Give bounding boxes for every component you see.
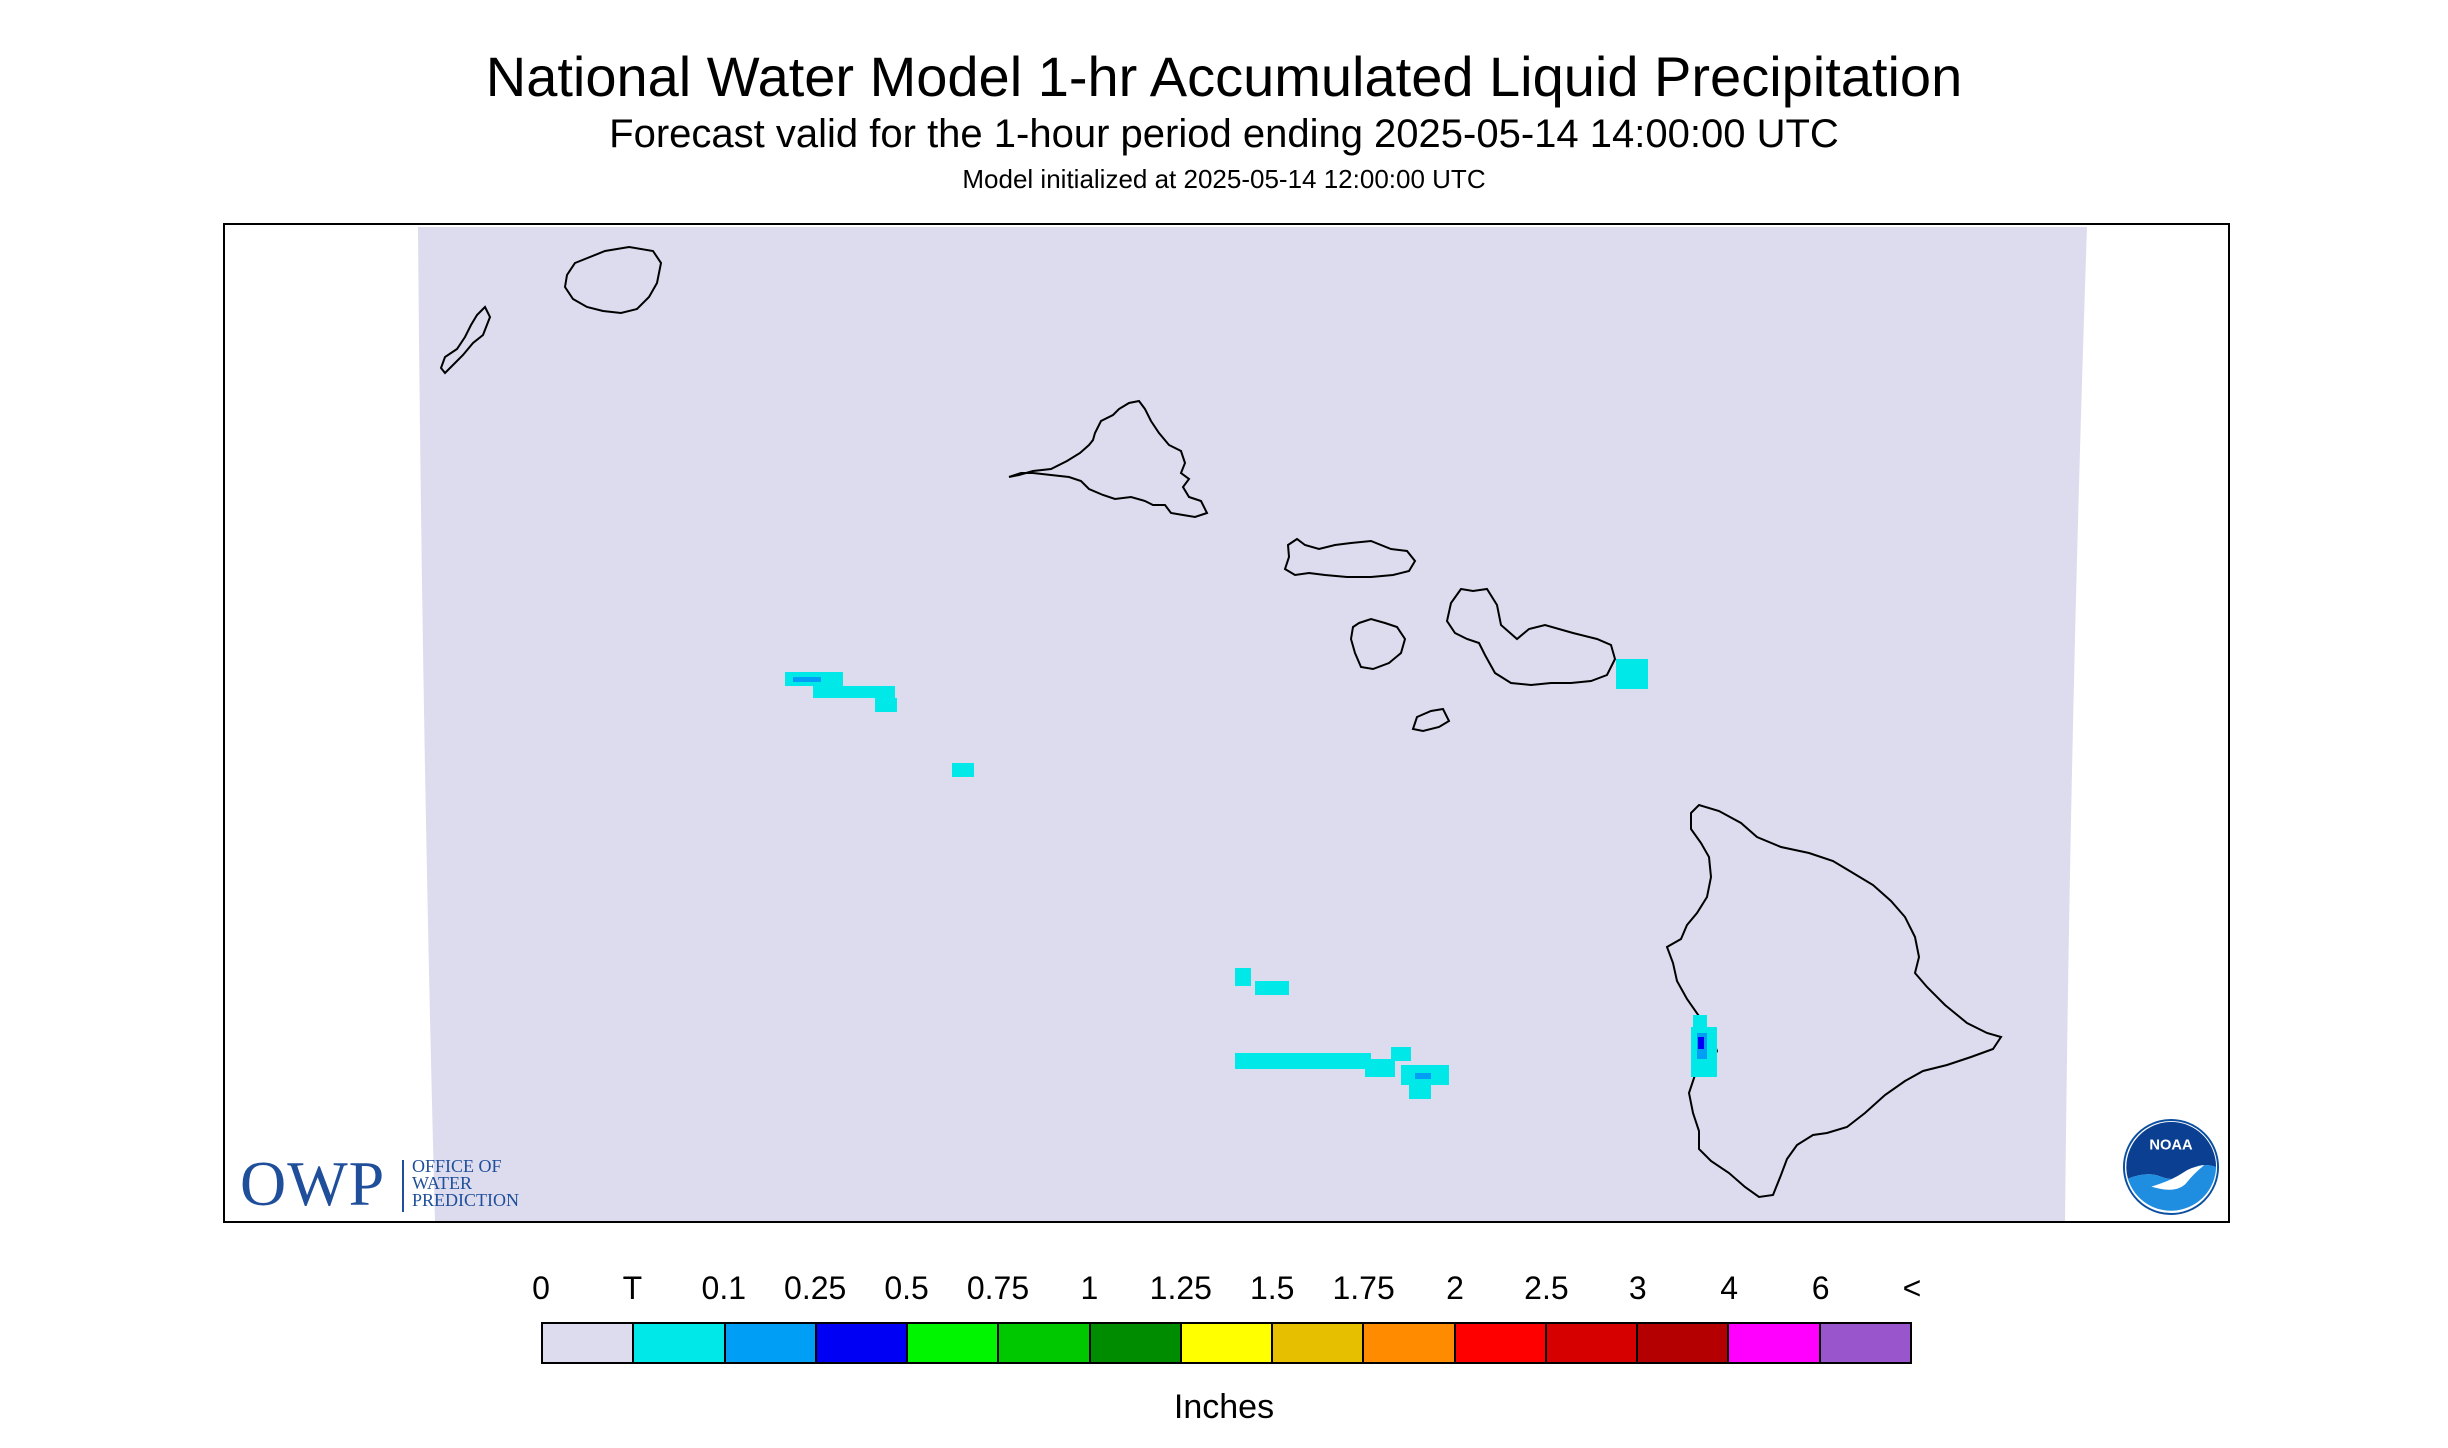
legend-swatch [725,1324,817,1362]
legend-swatch [908,1324,1000,1362]
legend-swatch [1364,1324,1456,1362]
legend-tick-label: 0.1 [701,1270,747,1306]
map-subtitle: Forecast valid for the 1-hour period end… [609,112,1839,156]
legend-tick-label: T [622,1270,643,1306]
legend-tick-label: 1 [1080,1270,1099,1306]
legend-swatch [1638,1324,1730,1362]
legend-color-bar [541,1322,1912,1364]
island-lanai [1349,617,1407,671]
legend-tick-label: 0 [532,1270,550,1306]
legend-swatch [816,1324,909,1362]
legend-swatch [1546,1324,1639,1362]
data-domain [418,227,2087,1221]
legend-tick-label: 1.75 [1332,1270,1395,1306]
legend-tick-label: < [1902,1270,1922,1306]
legend-swatch [999,1324,1091,1362]
legend-tick-label: 4 [1720,1270,1739,1306]
legend-swatch [1455,1324,1547,1362]
legend-tick-label: 1.5 [1249,1270,1295,1306]
precip-moderate-areas [1698,1037,1704,1049]
island-maui [1445,587,1617,687]
owp-logo-letters: OWP [240,1148,386,1219]
owp-logo-divider [402,1160,404,1212]
legend-tick-label: 0.5 [884,1270,929,1306]
island-kauai [563,245,663,315]
legend-tick-label: 1.25 [1149,1270,1212,1306]
legend-swatch [1729,1324,1821,1362]
precipitation-map [418,227,2087,1221]
legend-swatch [634,1324,726,1362]
map-title: National Water Model 1-hr Accumulated Li… [485,45,1963,108]
owp-logo-line: OFFICE OF [412,1156,502,1176]
noaa-logo: NOAA [2122,1118,2220,1216]
legend-tick-label: 2.5 [1524,1270,1569,1306]
noaa-logo-text: NOAA [2149,1137,2193,1153]
legend-swatch [1820,1324,1910,1362]
map-panel [223,223,2230,1223]
legend-tick-label: 6 [1811,1270,1830,1306]
legend-tick-label: 0.75 [966,1270,1030,1306]
color-legend: 0 T 0.1 0.25 0.5 0.75 1 1.25 1.5 1.75 2 2.5 3 4 6 < [532,1270,1921,1370]
legend-tick-label: 3 [1628,1270,1647,1306]
legend-tick-label: 0.25 [784,1270,847,1306]
island-molokai [1283,537,1417,578]
island-niihau [439,305,492,375]
legend-swatch [1273,1324,1365,1362]
legend-unit-label: Inches [1173,1388,1275,1426]
island-hawaii [1665,803,2003,1199]
legend-swatch [1090,1324,1182,1362]
owp-logo-text: OFFICE OF WATER PREDICTION [412,1156,519,1210]
legend-swatch [1181,1324,1274,1362]
island-oahu [1008,399,1209,519]
owp-logo-line: WATER [412,1173,472,1193]
legend-tick-label: 2 [1446,1270,1464,1306]
owp-logo-line: PREDICTION [412,1190,519,1210]
island-kahoolawe [1411,707,1451,733]
legend-swatch [543,1324,635,1362]
island-outlines [439,245,2003,1199]
model-init-time: Model initialized at 2025-05-14 12:00:00… [962,164,1486,194]
